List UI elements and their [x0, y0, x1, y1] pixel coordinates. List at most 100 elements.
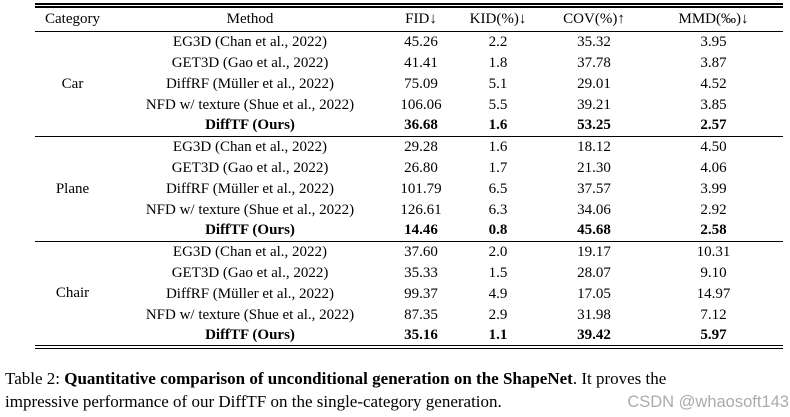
- col-header-fid: FID↓: [390, 5, 452, 32]
- kid-cell: 0.8: [488, 222, 508, 239]
- method-cell: DiffTF (Ours): [205, 222, 295, 239]
- results-table: Category Method FID↓ KID(%)↓ COV(%)↑ MMD…: [35, 3, 783, 349]
- table-row: Plane EG3D (Chan et al., 2022) 29.28 1.6 18.…: [35, 137, 783, 197]
- mmd-cell: 3.95: [700, 33, 727, 50]
- kid-cell: 1.6: [488, 138, 508, 155]
- cov-cell: 19.17: [577, 243, 611, 260]
- mmd-cell: 3.99: [700, 180, 727, 197]
- caption-label: Table 2:: [5, 369, 65, 388]
- mmd-cell: 2.57: [700, 117, 727, 134]
- table-header-row: Category Method FID↓ KID(%)↓ COV(%)↑ MMD…: [35, 5, 783, 32]
- category-cell: Plane: [55, 180, 90, 197]
- mmd-cell: 4.50: [700, 138, 727, 155]
- kid-cell: 2.9: [488, 306, 508, 323]
- mmd-cell: 5.97: [700, 326, 727, 343]
- kid-cell: 5.1: [488, 75, 508, 92]
- method-cell: DiffTF (Ours): [205, 326, 295, 343]
- method-cell: GET3D (Gao et al., 2022): [171, 159, 329, 176]
- table-caption: Table 2: Quantitative comparison of unco…: [5, 368, 789, 413]
- fid-cell: 101.79: [400, 180, 442, 197]
- table-row: NFD w/ texture (Shue et al., 2022) 87.35 2…: [35, 305, 783, 326]
- fid-cell: 87.35: [404, 306, 438, 323]
- fid-cell: 29.28: [404, 138, 438, 155]
- cov-cell: 37.57: [577, 180, 611, 197]
- kid-cell: 1.7: [488, 159, 508, 176]
- mmd-cell: 2.58: [700, 222, 727, 239]
- fid-cell: 35.16: [404, 326, 438, 343]
- category-cell: Chair: [55, 284, 90, 301]
- mmd-cell: 14.97: [696, 285, 731, 302]
- fid-cell: 106.06: [400, 96, 442, 113]
- cov-cell: 39.21: [577, 96, 611, 113]
- col-header-category: Category: [35, 5, 110, 32]
- kid-cell: 5.5: [488, 96, 508, 113]
- col-header-cov: COV(%)↑: [544, 5, 644, 32]
- table-row: DiffTF (Ours) 36.68 1.6 53.25 2.57: [35, 116, 783, 137]
- category-cell: Car: [61, 75, 84, 92]
- table-row: Car EG3D (Chan et al., 2022) 45.26 2.2 35.32…: [35, 32, 783, 92]
- fid-cell: 41.41: [404, 54, 438, 71]
- caption-bold-title: Quantitative comparison of unconditional…: [64, 369, 573, 388]
- table-row: NFD w/ texture (Shue et al., 2022) 106.06…: [35, 95, 783, 116]
- table-row: GET3D (Gao et al., 2022) 26.80 1.7 21.30 4.0…: [35, 158, 783, 179]
- cov-cell: 37.78: [577, 54, 611, 71]
- cov-cell: 29.01: [577, 75, 611, 92]
- table-section-plane: Plane EG3D (Chan et al., 2022) 29.28 1.6 18.…: [35, 136, 783, 242]
- mmd-cell: 10.31: [696, 243, 731, 260]
- cov-cell: 28.07: [577, 264, 611, 281]
- cov-cell: 53.25: [577, 117, 611, 134]
- kid-cell: 1.6: [488, 117, 508, 134]
- method-cell: NFD w/ texture (Shue et al., 2022): [145, 96, 355, 113]
- fid-cell: 26.80: [404, 159, 438, 176]
- kid-cell: 4.9: [488, 285, 508, 302]
- fid-cell: 37.60: [404, 243, 438, 260]
- col-header-method: Method: [110, 5, 390, 32]
- mmd-cell: 3.85: [700, 96, 727, 113]
- table-row: Chair EG3D (Chan et al., 2022) 37.60 2.0 19.…: [35, 242, 783, 301]
- cov-cell: 35.32: [577, 33, 611, 50]
- table-row: DiffRF (Müller et al., 2022) 101.79 6.5 37.…: [35, 179, 783, 200]
- table-row: NFD w/ texture (Shue et al., 2022) 126.61…: [35, 200, 783, 221]
- cov-cell: 17.05: [577, 285, 611, 302]
- cov-cell: 34.06: [577, 201, 611, 218]
- fid-cell: 36.68: [404, 117, 438, 134]
- cov-cell: 45.68: [577, 222, 611, 239]
- table-section-car: Car EG3D (Chan et al., 2022) 45.26 2.2 35.32…: [35, 31, 783, 137]
- method-cell: GET3D (Gao et al., 2022): [171, 54, 329, 71]
- caption-line-2: impressive performance of our DiffTF on …: [5, 391, 789, 414]
- mmd-cell: 7.12: [700, 306, 727, 323]
- fid-cell: 75.09: [404, 75, 438, 92]
- cov-cell: 39.42: [577, 326, 611, 343]
- cov-cell: 18.12: [577, 138, 611, 155]
- table-row: DiffTF (Ours) 14.46 0.8 45.68 2.58: [35, 221, 783, 242]
- method-cell: GET3D (Gao et al., 2022): [171, 264, 329, 281]
- kid-cell: 1.1: [488, 326, 508, 343]
- cov-cell: 21.30: [577, 159, 611, 176]
- mmd-cell: 9.10: [700, 264, 727, 281]
- method-cell: EG3D (Chan et al., 2022): [172, 33, 328, 50]
- table-row: DiffTF (Ours) 35.16 1.1 39.42 5.97: [35, 326, 783, 347]
- fid-cell: 126.61: [400, 201, 442, 218]
- table-row: DiffRF (Müller et al., 2022) 99.37 4.9 17.0…: [35, 284, 783, 305]
- caption-text-2: impressive performance of our DiffTF on …: [5, 391, 502, 411]
- mmd-cell: 4.52: [700, 75, 727, 92]
- method-cell: DiffTF (Ours): [205, 117, 295, 134]
- kid-cell: 2.2: [488, 33, 508, 50]
- table-row: DiffRF (Müller et al., 2022) 75.09 5.1 29.0…: [35, 74, 783, 95]
- kid-cell: 2.0: [488, 243, 508, 260]
- fid-cell: 99.37: [404, 285, 438, 302]
- caption-line-1: Table 2: Quantitative comparison of unco…: [5, 368, 789, 391]
- table-row: GET3D (Gao et al., 2022) 35.33 1.5 28.07 9.1…: [35, 263, 783, 284]
- method-cell: NFD w/ texture (Shue et al., 2022): [145, 201, 355, 218]
- method-cell: DiffRF (Müller et al., 2022): [165, 180, 335, 197]
- col-header-kid: KID(%)↓: [452, 5, 544, 32]
- watermark: CSDN @whaosoft143: [627, 393, 789, 411]
- fid-cell: 14.46: [404, 222, 438, 239]
- fid-cell: 45.26: [404, 33, 438, 50]
- method-cell: NFD w/ texture (Shue et al., 2022): [145, 306, 355, 323]
- method-cell: EG3D (Chan et al., 2022): [172, 138, 328, 155]
- mmd-cell: 2.92: [700, 201, 727, 218]
- kid-cell: 1.5: [488, 264, 508, 281]
- cov-cell: 31.98: [577, 306, 611, 323]
